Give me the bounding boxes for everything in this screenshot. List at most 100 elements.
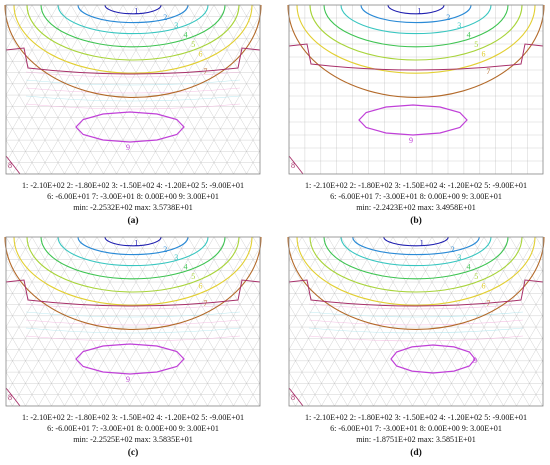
mesh-line <box>90 5 189 174</box>
mesh-line <box>6 5 33 51</box>
legend-d-line2: 6: -6.00E+01 7: -3.00E+01 8: 0.00E+00 9:… <box>330 424 502 433</box>
mesh-line <box>6 5 72 118</box>
mesh-line <box>200 237 260 340</box>
mesh-line <box>187 237 260 363</box>
mesh-line <box>6 5 7 6</box>
contour-label-4: 4 <box>184 262 188 271</box>
contour-line-2 <box>77 4 189 24</box>
mesh-line <box>483 237 543 340</box>
plot-frame <box>5 236 261 407</box>
mesh-line <box>509 237 543 295</box>
mesh-line <box>464 269 543 406</box>
mesh-line <box>289 237 329 305</box>
contour-line-1 <box>104 236 162 247</box>
mesh-line <box>6 237 72 350</box>
contour-line-9 <box>390 344 476 374</box>
contour-label-8: 8 <box>8 393 12 402</box>
contour-line-8-corner <box>288 155 304 175</box>
legend-b-line2: 6: -6.00E+01 7: -3.00E+01 8: 0.00E+00 9:… <box>330 192 502 201</box>
contour-line-8 <box>288 279 544 307</box>
mesh-line <box>194 292 260 406</box>
mesh-line <box>6 237 104 406</box>
contour-label-9: 9 <box>126 143 130 152</box>
mesh-line <box>83 5 182 174</box>
mesh-line <box>516 359 543 406</box>
mesh-line <box>220 105 260 174</box>
mesh-line <box>490 314 543 406</box>
mesh-line <box>360 237 459 406</box>
mesh-line <box>129 5 228 174</box>
mesh-line <box>90 237 189 406</box>
mesh-line <box>207 82 260 174</box>
contour-line-4 <box>40 4 226 48</box>
mesh-line <box>6 94 52 174</box>
aux-contour-line <box>308 335 524 342</box>
contour-line-7 <box>4 4 262 98</box>
contour-line-5 <box>309 236 523 293</box>
contour-line-5 <box>26 236 240 293</box>
mesh-line <box>220 337 260 406</box>
mesh-line <box>6 237 33 283</box>
aux-contour-line <box>25 303 241 310</box>
contour-label-7: 7 <box>203 67 207 76</box>
plot-frame <box>288 236 544 407</box>
legend-b-line1: 1: -2.10E+02 2: -1.80E+02 3: -1.50E+02 4… <box>305 181 527 190</box>
mesh-line <box>6 139 26 174</box>
contour-label-2: 2 <box>446 13 450 22</box>
mesh-line <box>301 237 400 406</box>
legend-c-line3: min: -2.2525E+02 max: 3.5835E+01 <box>73 435 193 444</box>
legend-c-line1: 1: -2.10E+02 2: -1.80E+02 3: -1.50E+02 4… <box>22 413 244 422</box>
legend-a: 1: -2.10E+02 2: -1.80E+02 3: -1.50E+02 4… <box>2 180 264 213</box>
mesh-line <box>431 237 530 406</box>
contour-label-7: 7 <box>486 67 490 76</box>
contour-line-9 <box>75 343 185 375</box>
mesh-line <box>289 237 368 373</box>
mesh-line <box>6 72 65 174</box>
legend-a-line3: min: -2.2532E+02 max: 3.5738E+01 <box>73 203 193 212</box>
contour-label-6: 6 <box>198 282 202 291</box>
contour-label-6: 6 <box>198 50 202 59</box>
legend-b-line3: min: -2.2423E+02 max: 3.4958E+01 <box>356 203 476 212</box>
mesh-grid <box>289 5 543 174</box>
mesh-line <box>289 371 309 406</box>
mesh-line <box>213 237 260 318</box>
contour-line-7 <box>4 236 262 330</box>
contour-line-1 <box>387 4 445 15</box>
legend-c-line2: 6: -6.00E+01 7: -3.00E+01 8: 0.00E+00 9:… <box>47 424 219 433</box>
mesh-line <box>308 237 407 406</box>
contour-line-8-corner <box>288 387 304 407</box>
mesh-line <box>44 237 143 406</box>
mesh-line <box>226 237 260 295</box>
legend-a-line1: 1: -2.10E+02 2: -1.80E+02 3: -1.50E+02 4… <box>22 181 244 190</box>
mesh-line <box>18 237 117 406</box>
mesh-line <box>353 237 452 406</box>
contour-label-5: 5 <box>191 40 195 49</box>
contour-line-1 <box>383 236 449 247</box>
contour-label-7: 7 <box>203 299 207 308</box>
contour-label-3: 3 <box>174 21 178 30</box>
mesh-line <box>116 5 215 174</box>
contour-label-4: 4 <box>184 30 188 39</box>
aux-contour-line <box>25 319 241 326</box>
panel-label-d: (d) <box>410 448 422 458</box>
contour-line-2 <box>77 236 189 256</box>
mesh-line <box>496 237 543 318</box>
mesh-line <box>6 237 98 395</box>
mesh-line <box>194 60 260 174</box>
mesh-line <box>12 5 111 174</box>
contour-label-8: 8 <box>8 161 12 170</box>
aux-contour-line <box>25 87 241 94</box>
mesh-line <box>6 304 65 406</box>
aux-contour-line <box>25 311 241 318</box>
mesh-line <box>168 247 260 406</box>
mesh-line <box>451 247 543 406</box>
auxiliary-contours <box>25 71 241 110</box>
mesh-line <box>289 281 361 406</box>
contour-line-3 <box>57 4 209 35</box>
mesh-line <box>233 127 260 174</box>
